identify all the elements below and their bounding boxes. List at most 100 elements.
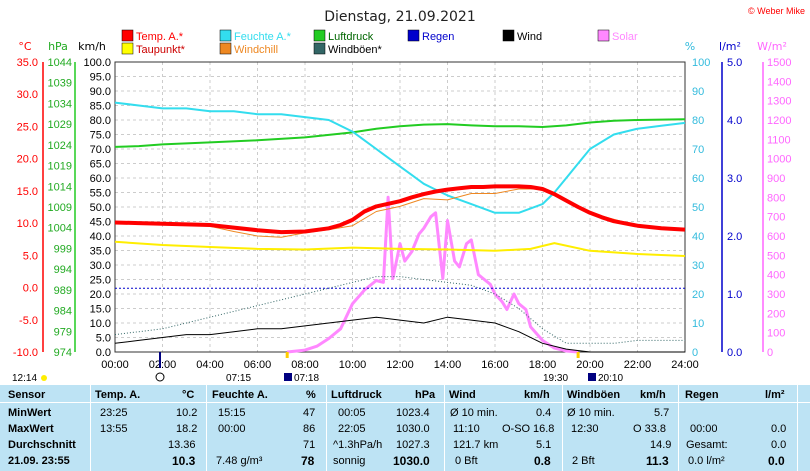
pressure-tick-label: 994	[54, 264, 72, 276]
solar-tick-label: 1400	[767, 76, 791, 88]
series-luftdruck	[114, 118, 686, 148]
solar-tick-label: 400	[767, 270, 785, 282]
header-gust-unit: km/h	[640, 389, 666, 401]
header-temp: Temp. A.	[95, 389, 141, 401]
x-tick-label: 18:00	[529, 359, 557, 371]
wind-tick-label: 0.0	[96, 347, 111, 359]
row-label-min: MinWert	[8, 407, 52, 419]
temp-tick-label: 25.0	[17, 121, 38, 133]
press-min-time: 00:05	[338, 407, 366, 419]
col-divider	[562, 385, 563, 471]
wind-tick-label: 80.0	[90, 115, 111, 127]
sunrise-icon	[284, 373, 292, 381]
pressure-tick-label: 984	[54, 306, 72, 318]
wind-tick-label: 5.0	[96, 333, 111, 345]
humidity-tick-label: 40	[692, 231, 704, 243]
temp-tick-label: 0.0	[23, 283, 38, 295]
legend-swatch	[313, 29, 326, 42]
header-rain-unit: l/m²	[765, 389, 785, 401]
pressure-tick-label: 1014	[48, 181, 72, 193]
legend-swatch	[502, 29, 515, 42]
col-divider	[90, 385, 91, 471]
wind-tick-label: 95.0	[90, 72, 111, 84]
header-hum: Feuchte A.	[212, 389, 268, 401]
col-divider	[678, 385, 679, 471]
hum-max: 86	[303, 423, 316, 435]
header-rain: Regen	[685, 389, 719, 401]
x-tick-label: 16:00	[481, 359, 509, 371]
wind-max-time: 11:10	[453, 423, 480, 435]
press-forecast: sonnig	[333, 455, 366, 467]
pressure-tick-label: 1019	[48, 161, 72, 173]
x-tick-label: 08:00	[291, 359, 319, 371]
wind-tick-label: 20.0	[90, 289, 111, 301]
row-label-now: 21.09. 23:55	[8, 455, 70, 467]
wind-tick-label: 55.0	[90, 188, 111, 200]
solar-tick-label: 0	[767, 347, 773, 359]
humidity-tick-label: 90	[692, 86, 704, 98]
legend-label: Windböen*	[328, 44, 383, 56]
wind-max: 16.8	[533, 423, 555, 435]
solar-axis-unit: W/m²	[757, 40, 787, 53]
col-divider	[206, 385, 207, 471]
pressure-tick-label: 1004	[48, 223, 72, 235]
wind-tick-label: 15.0	[90, 304, 111, 316]
rain-axis-unit: l/m²	[719, 40, 741, 53]
rain-max-time: 00:00	[690, 423, 718, 435]
rain-tick-label: 0.0	[727, 347, 742, 359]
legend-label: Solar	[612, 31, 638, 43]
pressure-tick-label: 989	[54, 285, 72, 297]
gust-max-time: 12:30	[571, 423, 599, 435]
legend-label: Regen	[422, 31, 454, 43]
humidity-axis-unit: %	[685, 40, 695, 53]
humidity-tick-label: 80	[692, 115, 704, 127]
col-divider	[444, 385, 445, 471]
temp-tick-label: -5.0	[19, 315, 38, 327]
wind-tick-label: 100.0	[83, 57, 111, 69]
pressure-tick-label: 1024	[48, 140, 72, 152]
x-tick-label: 02:00	[149, 359, 177, 371]
sunrise-time: 07:15	[226, 373, 251, 384]
header-wind: Wind	[449, 389, 476, 401]
header-press: Luftdruck	[331, 389, 382, 401]
pressure-tick-label: 1034	[48, 98, 72, 110]
hum-avg: 71	[303, 439, 316, 451]
solar-tick-label: 1200	[767, 115, 791, 127]
press-now: 1030.0	[393, 454, 430, 468]
solar-tick-label: 1300	[767, 96, 791, 108]
wind-tick-label: 60.0	[90, 173, 111, 185]
rain-tick-label: 3.0	[727, 173, 742, 185]
x-tick-label: 00:00	[101, 359, 129, 371]
sunrise-time-2: 07:18	[294, 373, 319, 384]
temp-min-time: 23:25	[100, 407, 128, 419]
header-press-unit: hPa	[415, 389, 436, 401]
moon-time: 12:14	[12, 373, 37, 384]
solar-tick-label: 300	[767, 289, 785, 301]
wind-tick-label: 75.0	[90, 130, 111, 142]
stats-table: Sensor Temp. A. °C Feuchte A. % Luftdruc…	[0, 385, 810, 471]
hum-max-time: 00:00	[218, 423, 246, 435]
x-tick-label: 20:00	[576, 359, 604, 371]
solar-tick-label: 1500	[767, 57, 791, 69]
temp-now: 10.3	[172, 454, 196, 468]
wind-tick-label: 40.0	[90, 231, 111, 243]
moon-icon	[155, 372, 165, 382]
temp-max: 18.2	[176, 423, 198, 435]
temp-max-time: 13:55	[100, 423, 128, 435]
axes: °C hPa km/h% l/m² W/m² 35.0 30.0 25.0 20.0 15.0 10…	[13, 40, 792, 371]
hum-min-time: 15:15	[218, 407, 246, 419]
wind-tick-label: 90.0	[90, 86, 111, 98]
sunset-time-2: 20:10	[598, 373, 623, 384]
pressure-tick-label: 1044	[48, 57, 72, 69]
solar-tick-label: 200	[767, 308, 785, 320]
rain-tick-label: 5.0	[727, 57, 742, 69]
pressure-tick-label: 1009	[48, 202, 72, 214]
row-label-max: MaxWert	[8, 423, 54, 435]
wind-avg: 5.1	[536, 439, 552, 451]
x-tick-label: 14:00	[434, 359, 462, 371]
wind-axis-unit: km/h	[78, 40, 106, 53]
temp-tick-label: 20.0	[17, 154, 38, 166]
gust-max: O 33.8	[633, 423, 667, 435]
temp-tick-label: 5.0	[23, 250, 38, 262]
pressure-tick-label: 1039	[48, 78, 72, 90]
